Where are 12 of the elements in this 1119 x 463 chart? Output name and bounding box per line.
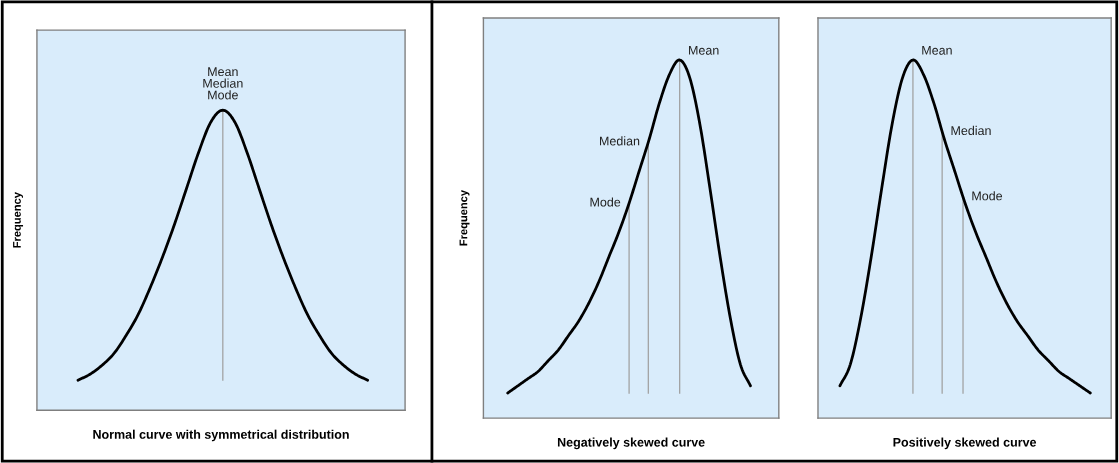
annotation: Mode: [590, 197, 621, 207]
text: Mean: [689, 45, 719, 55]
annotation: Median: [600, 136, 640, 146]
y-axis-title: Frequency: [13, 192, 24, 248]
annotation: Median: [951, 125, 991, 136]
text: Mean: [922, 45, 952, 55]
x-axis-title: Normal curve with symmetrical distribution: [93, 429, 349, 442]
annotation: Mode: [972, 191, 1003, 201]
y-axis-title: Frequency: [459, 190, 470, 246]
x-axis-title: Positively skewed curve: [893, 437, 1037, 450]
x-axis-title: Negatively skewed curve: [557, 437, 705, 450]
text: Mean Median Mode: [203, 67, 243, 100]
